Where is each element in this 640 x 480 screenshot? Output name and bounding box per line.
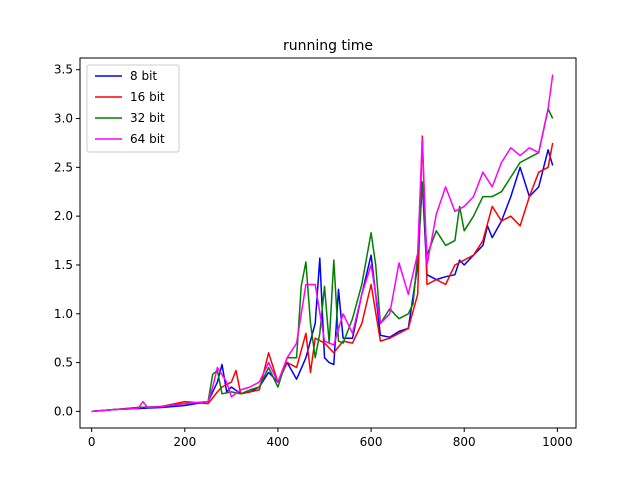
legend-label-2: 32 bit (130, 111, 165, 125)
legend: 8 bit 16 bit 32 bit 64 bit (86, 64, 180, 153)
chart-title: running time (283, 38, 373, 54)
plot-frame (79, 57, 577, 429)
x-tick-label: 0 (88, 435, 96, 449)
x-tick-label: 800 (453, 435, 476, 449)
legend-box (86, 64, 180, 153)
y-tick-label: 3.0 (54, 112, 73, 126)
series-line-3 (91, 74, 554, 413)
series-line-1 (91, 135, 554, 413)
y-tick-label: 0.0 (54, 404, 73, 418)
series-line-0 (91, 149, 554, 413)
legend-label-1: 16 bit (130, 90, 165, 104)
series-layer (91, 74, 554, 413)
y-tick-label: 3.5 (54, 63, 73, 77)
x-tick-label: 600 (360, 435, 383, 449)
x-tick-label: 200 (173, 435, 196, 449)
legend-entries: 8 bit 16 bit 32 bit 64 bit (95, 69, 165, 146)
x-tick-label: 400 (266, 435, 289, 449)
y-tick-label: 2.5 (54, 160, 73, 174)
y-tick-label: 1.0 (54, 307, 73, 321)
y-tick-label: 2.0 (54, 209, 73, 223)
legend-label-3: 64 bit (130, 132, 165, 146)
y-tick-label: 0.5 (54, 356, 73, 370)
y-tick-label: 1.5 (54, 258, 73, 272)
x-tick-label: 1000 (542, 435, 573, 449)
legend-label-0: 8 bit (130, 69, 157, 83)
axes-layer: 0 200 400 600 800 1000 0.0 0.5 1.0 1.5 2.0 2.5 3.0 3.… (54, 63, 573, 449)
